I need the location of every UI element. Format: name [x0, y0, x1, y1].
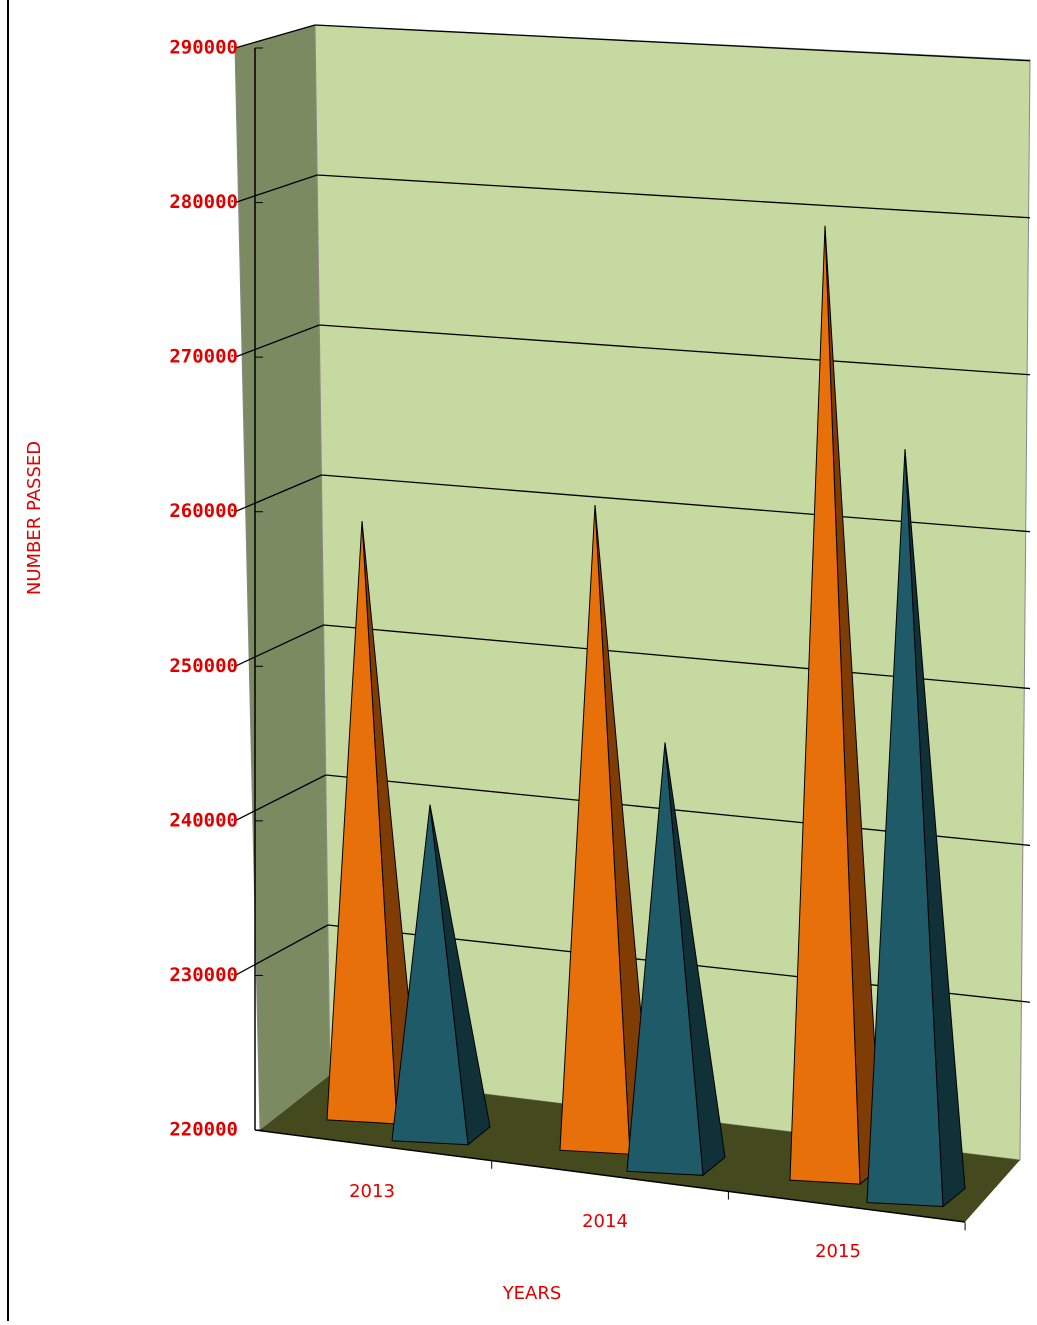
chart: NUMBER PASSED YEARS 220000 230000 240000 25…	[0, 0, 1037, 1321]
y-tick-label: 280000	[169, 191, 238, 213]
y-tick-label: 290000	[169, 37, 238, 59]
x-tick-label: 2015	[815, 1241, 861, 1262]
x-tick-label: 2014	[582, 1211, 628, 1232]
y-axis-title: NUMBER PASSED	[24, 441, 45, 595]
y-tick-label: 240000	[169, 809, 238, 831]
y-tick-label: 250000	[169, 655, 238, 677]
y-tick-label: 260000	[169, 500, 238, 522]
x-axis-title: YEARS	[502, 1283, 562, 1304]
y-tick-label: 270000	[169, 346, 238, 368]
y-tick-label: 220000	[169, 1119, 238, 1141]
y-tick-label: 230000	[169, 964, 238, 986]
x-tick-label: 2013	[349, 1181, 395, 1202]
